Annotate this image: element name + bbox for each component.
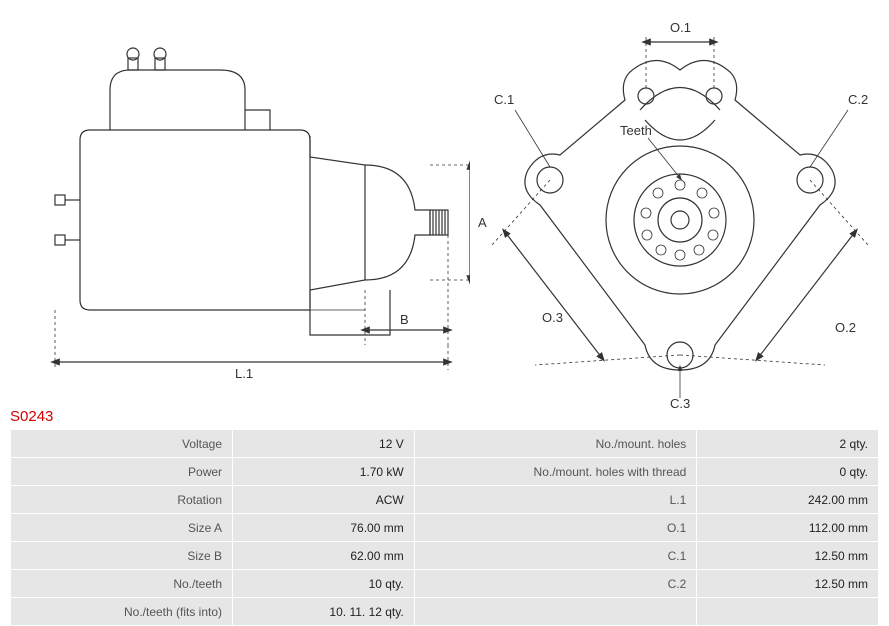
spec-value: 10 qty. [233, 570, 415, 598]
table-row: Size A 76.00 mm O.1 112.00 mm [11, 514, 879, 542]
diagram-front-view: O.1 C.1 C.2 Teeth O.3 O.2 C.3 [470, 10, 889, 400]
dim-label-o1: O.1 [670, 20, 691, 35]
specs-table: Voltage 12 V No./mount. holes 2 qty. Pow… [10, 429, 879, 626]
spec-value [697, 598, 879, 626]
table-row: No./teeth 10 qty. C.2 12.50 mm [11, 570, 879, 598]
spec-label: C.2 [414, 570, 697, 598]
spec-label: No./mount. holes [414, 430, 697, 458]
spec-label: No./mount. holes with thread [414, 458, 697, 486]
spec-label [414, 598, 697, 626]
table-row: Rotation ACW L.1 242.00 mm [11, 486, 879, 514]
diagram-side-view: A B L.1 [10, 10, 470, 400]
spec-label: O.1 [414, 514, 697, 542]
spec-value: 10. 11. 12 qty. [233, 598, 415, 626]
spec-label: Size B [11, 542, 233, 570]
spec-value: 12 V [233, 430, 415, 458]
table-row: No./teeth (fits into) 10. 11. 12 qty. [11, 598, 879, 626]
spec-value: 62.00 mm [233, 542, 415, 570]
spec-label: L.1 [414, 486, 697, 514]
spec-label: Voltage [11, 430, 233, 458]
spec-value: 1.70 kW [233, 458, 415, 486]
spec-label: C.1 [414, 542, 697, 570]
spec-label: Power [11, 458, 233, 486]
table-row: Voltage 12 V No./mount. holes 2 qty. [11, 430, 879, 458]
dim-label-b: B [400, 312, 409, 327]
spec-value: 242.00 mm [697, 486, 879, 514]
spec-value: 76.00 mm [233, 514, 415, 542]
spec-value: 0 qty. [697, 458, 879, 486]
dim-label-o2: O.2 [835, 320, 856, 335]
table-row: Power 1.70 kW No./mount. holes with thre… [11, 458, 879, 486]
spec-value: 12.50 mm [697, 542, 879, 570]
dim-label-c3: C.3 [670, 396, 690, 411]
spec-label: No./teeth [11, 570, 233, 598]
spec-value: 12.50 mm [697, 570, 879, 598]
dim-label-c2: C.2 [848, 92, 868, 107]
dim-label-c1: C.1 [494, 92, 514, 107]
table-row: Size B 62.00 mm C.1 12.50 mm [11, 542, 879, 570]
dim-label-teeth: Teeth [620, 123, 652, 138]
diagram-area: A B L.1 [0, 0, 889, 400]
spec-label: No./teeth (fits into) [11, 598, 233, 626]
spec-value: 112.00 mm [697, 514, 879, 542]
spec-label: Rotation [11, 486, 233, 514]
dim-label-o3: O.3 [542, 310, 563, 325]
dim-label-l1: L.1 [235, 366, 253, 381]
spec-value: ACW [233, 486, 415, 514]
spec-label: Size A [11, 514, 233, 542]
spec-value: 2 qty. [697, 430, 879, 458]
